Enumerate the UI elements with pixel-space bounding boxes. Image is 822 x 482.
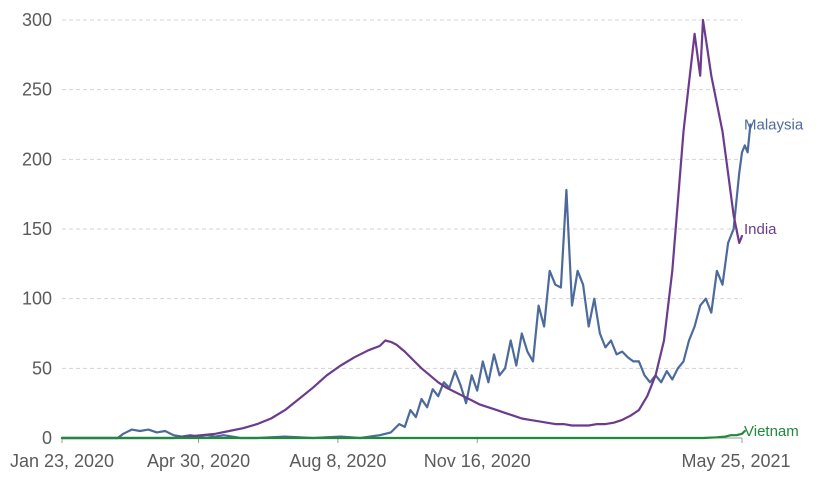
x-tick-label: Nov 16, 2020 <box>424 451 531 471</box>
y-tick-label: 300 <box>22 10 52 30</box>
y-tick-label: 250 <box>22 80 52 100</box>
x-tick-label: Aug 8, 2020 <box>289 451 386 471</box>
y-tick-label: 150 <box>22 219 52 239</box>
series-label-vietnam: Vietnam <box>744 423 799 440</box>
y-tick-label: 100 <box>22 289 52 309</box>
series-labels: Malaysia India Vietnam <box>744 117 804 441</box>
y-tick-label: 50 <box>32 358 52 378</box>
series-line-vietnam <box>60 429 746 440</box>
series-line-malaysia <box>60 123 752 440</box>
series-line-india <box>60 18 744 440</box>
y-tick-label: 0 <box>42 428 52 448</box>
series-label-india: India <box>744 221 777 238</box>
x-tick-label: Jan 23, 2020 <box>10 451 114 471</box>
y-tick-label: 200 <box>22 149 52 169</box>
gridlines <box>62 19 742 369</box>
x-tick-label: May 25, 2021 <box>681 451 790 471</box>
x-tick-label: Apr 30, 2020 <box>147 451 250 471</box>
axes: 0 50 100 150 200 250 300 Jan 23, 2020 Apr 30, 20… <box>10 10 791 471</box>
series-lines <box>60 18 752 440</box>
series-label-malaysia: Malaysia <box>744 117 804 134</box>
